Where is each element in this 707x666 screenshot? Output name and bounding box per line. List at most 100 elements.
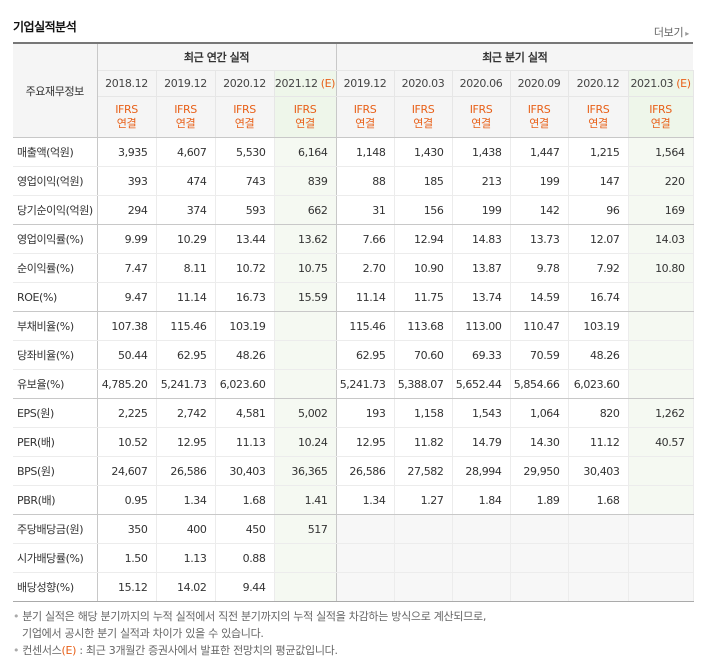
table-cell: 11.82 — [394, 427, 453, 457]
table-cell: 1.84 — [452, 485, 511, 515]
table-cell: 10.24 — [274, 427, 337, 457]
table-cell: 1,262 — [628, 398, 694, 428]
table-cell: 50.44 — [97, 340, 157, 370]
table-cell — [628, 514, 694, 544]
table-cell — [394, 572, 453, 602]
table-cell: 115.46 — [156, 311, 216, 341]
row-label: 매출액(억원) — [13, 137, 98, 167]
basis-label: IFRS 연결 — [274, 96, 337, 138]
table-cell: 13.73 — [510, 224, 569, 254]
period-header: 2018.12 — [97, 70, 157, 97]
table-row: 유보율(%) 4,785.20 5,241.73 6,023.60 5,241.73 5,… — [13, 369, 694, 399]
row-label: BPS(원) — [13, 456, 98, 486]
table-cell: 1.34 — [336, 485, 395, 515]
table-cell — [274, 340, 337, 370]
table-cell: 5,530 — [215, 137, 275, 167]
table-cell: 5,241.73 — [336, 369, 395, 399]
basis-label: IFRS 연결 — [568, 96, 629, 138]
table-cell: 9.44 — [215, 572, 275, 602]
table-cell: 13.87 — [452, 253, 511, 283]
table-cell — [336, 543, 395, 573]
table-cell: 1,430 — [394, 137, 453, 167]
basis-label: IFRS 연결 — [452, 96, 511, 138]
table-cell: 48.26 — [215, 340, 275, 370]
table-cell: 5,388.07 — [394, 369, 453, 399]
table-cell — [510, 514, 569, 544]
item-header: 주요재무정보 — [13, 42, 98, 138]
table-row: 영업이익(억원) 393 474 743 839 88 185 213 199 147 220 — [13, 166, 694, 196]
table-cell: 11.14 — [336, 282, 395, 312]
table-cell: 9.78 — [510, 253, 569, 283]
table-cell: 820 — [568, 398, 629, 428]
table-cell: 1,564 — [628, 137, 694, 167]
row-label: 부채비율(%) — [13, 311, 98, 341]
table-cell: 69.33 — [452, 340, 511, 370]
basis-label: IFRS 연결 — [156, 96, 216, 138]
annual-group-header: 최근 연간 실적 — [97, 42, 337, 71]
table-cell: 30,403 — [215, 456, 275, 486]
period-header: 2019.12 — [156, 70, 216, 97]
table-cell: 7.66 — [336, 224, 395, 254]
table-cell: 4,785.20 — [97, 369, 157, 399]
table-cell — [274, 572, 337, 602]
table-cell: 1,158 — [394, 398, 453, 428]
table-cell: 1,447 — [510, 137, 569, 167]
period-header: 2020.12 — [215, 70, 275, 97]
table-cell: 14.02 — [156, 572, 216, 602]
table-cell — [336, 572, 395, 602]
table-cell: 5,652.44 — [452, 369, 511, 399]
table-row: 매출액(억원) 3,935 4,607 5,530 6,164 1,148 1,430 1,4… — [13, 137, 694, 167]
table-cell: 3,935 — [97, 137, 157, 167]
row-label: PER(배) — [13, 427, 98, 457]
table-cell: 450 — [215, 514, 275, 544]
table-cell: 5,854.66 — [510, 369, 569, 399]
financial-table: 주요재무정보 최근 연간 실적 최근 분기 실적 2018.12 2019.12 2… — [13, 42, 694, 602]
table-cell — [394, 543, 453, 573]
basis-label: IFRS 연결 — [394, 96, 453, 138]
table-cell: 1.27 — [394, 485, 453, 515]
table-cell: 1,064 — [510, 398, 569, 428]
row-label: 당좌비율(%) — [13, 340, 98, 370]
table-cell: 169 — [628, 195, 694, 225]
table-cell: 743 — [215, 166, 275, 196]
table-cell: 294 — [97, 195, 157, 225]
period-header: 2019.12 — [336, 70, 395, 97]
table-cell: 31 — [336, 195, 395, 225]
table-cell: 10.90 — [394, 253, 453, 283]
period-header: 2020.12 — [568, 70, 629, 97]
table-cell: 1.89 — [510, 485, 569, 515]
period-header: 2020.03 — [394, 70, 453, 97]
table-cell: 662 — [274, 195, 337, 225]
table-cell: 14.03 — [628, 224, 694, 254]
more-link[interactable]: 더보기 ▸ — [654, 24, 689, 40]
period-header: 2021.12 (E) — [274, 70, 337, 97]
table-cell — [628, 572, 694, 602]
table-cell — [568, 514, 629, 544]
table-cell: 1.50 — [97, 543, 157, 573]
table-row: 영업이익률(%) 9.99 10.29 13.44 13.62 7.66 12.94 14.8… — [13, 224, 694, 254]
table-cell: 11.13 — [215, 427, 275, 457]
table-cell: 12.95 — [156, 427, 216, 457]
table-cell — [568, 543, 629, 573]
table-cell: 199 — [452, 195, 511, 225]
footnotes: • 분기 실적은 해당 분기까지의 누적 실적에서 직전 분기까지의 누적 실적을… — [13, 608, 486, 659]
table-cell: 107.38 — [97, 311, 157, 341]
table-cell: 11.12 — [568, 427, 629, 457]
row-label: 주당배당금(원) — [13, 514, 98, 544]
basis-label: IFRS 연결 — [510, 96, 569, 138]
table-cell: 147 — [568, 166, 629, 196]
table-cell: 13.74 — [452, 282, 511, 312]
table-cell: 70.60 — [394, 340, 453, 370]
table-row: PBR(배) 0.95 1.34 1.68 1.41 1.34 1.27 1.84 1.89 1.… — [13, 485, 694, 515]
row-label: 배당성향(%) — [13, 572, 98, 602]
table-cell: 10.72 — [215, 253, 275, 283]
table-cell — [568, 572, 629, 602]
table-cell: 839 — [274, 166, 337, 196]
table-row: 순이익률(%) 7.47 8.11 10.72 10.75 2.70 10.90 13.87 9… — [13, 253, 694, 283]
table-cell: 1,543 — [452, 398, 511, 428]
table-cell: 4,581 — [215, 398, 275, 428]
row-label: 순이익률(%) — [13, 253, 98, 283]
table-cell: 10.29 — [156, 224, 216, 254]
table-cell: 16.74 — [568, 282, 629, 312]
table-row: ROE(%) 9.47 11.14 16.73 15.59 11.14 11.75 13.74… — [13, 282, 694, 312]
